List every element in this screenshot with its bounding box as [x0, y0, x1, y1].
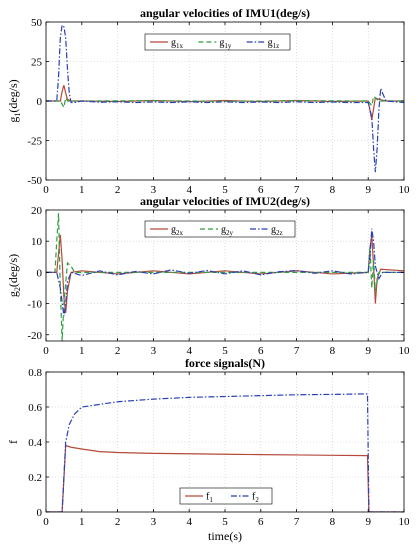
- y-tick-label: 0.8: [28, 367, 42, 379]
- y-tick-label: 0: [37, 267, 43, 279]
- x-tick-label: 7: [294, 345, 300, 357]
- x-axis-label: time(s): [208, 529, 242, 543]
- x-tick-label: 9: [365, 184, 371, 196]
- x-tick-label: 5: [222, 516, 228, 528]
- x-tick-label: 6: [258, 516, 264, 528]
- panel-1: 0 1 2 3 4 5 6 7 8 9 10 -50 -25 0 25 50 angular velocitie…: [6, 6, 410, 196]
- series-line-g1x: [46, 85, 404, 121]
- legend-label-f1: f1: [206, 492, 213, 505]
- legend-box: [179, 487, 273, 505]
- chart-title: angular velocities of IMU2(deg/s): [140, 194, 310, 208]
- legend-label-g1x: g1x: [171, 38, 184, 51]
- x-tick-label: 2: [115, 184, 121, 196]
- y-tick-label: -50: [27, 175, 42, 187]
- legend: g2x g2y g2z: [144, 220, 296, 238]
- x-tick-label: 7: [294, 516, 300, 528]
- x-tick-label: 3: [151, 516, 157, 528]
- x-tick-label: 9: [365, 516, 371, 528]
- series-line-g2z: [46, 228, 404, 317]
- x-tick-label: 1: [79, 516, 85, 528]
- x-tick-label: 2: [115, 516, 121, 528]
- y-tick-label: 0.6: [28, 402, 42, 414]
- series-line-g1y: [46, 95, 404, 110]
- y-tick-label: 10: [31, 236, 43, 248]
- legend-box: [144, 33, 291, 51]
- x-tick-label: 5: [222, 345, 228, 357]
- x-tick-label: 0: [43, 345, 49, 357]
- chart-title: force signals(N): [185, 356, 265, 370]
- y-tick-label: -20: [27, 330, 42, 342]
- series-line-g1z: [46, 23, 404, 173]
- y-axis-label: g2(deg/s): [6, 254, 22, 297]
- panel-3: 0 1 2 3 4 5 6 7 8 9 10 0 0.2 0.4 0.6 0.8 force signals(N…: [6, 356, 410, 528]
- legend-label-f2: f2: [252, 492, 259, 505]
- legend-box: [144, 220, 296, 238]
- x-tick-label: 3: [151, 184, 157, 196]
- y-tick-label: 50: [31, 17, 43, 29]
- x-tick-label: 2: [115, 345, 121, 357]
- y-tick-label: 25: [31, 57, 43, 69]
- series-line-f2: [46, 393, 404, 512]
- legend-label-g2z: g2z: [271, 225, 283, 238]
- x-tick-label: 6: [258, 345, 264, 357]
- x-tick-label: 6: [258, 184, 264, 196]
- series-line-g2y: [46, 213, 404, 341]
- y-tick-label: 0: [37, 507, 43, 519]
- x-tick-label: 3: [151, 345, 157, 357]
- y-axis-label: f: [6, 440, 20, 444]
- y-tick-label: 0.4: [28, 437, 42, 449]
- x-tick-label: 5: [222, 184, 228, 196]
- x-tick-label: 7: [294, 184, 300, 196]
- x-tick-label: 10: [399, 516, 411, 528]
- legend-label-g1y: g1y: [219, 38, 232, 51]
- x-tick-label: 4: [186, 184, 192, 196]
- x-tick-label: 4: [186, 516, 192, 528]
- chart-title: angular velocities of IMU1(deg/s): [140, 6, 310, 20]
- x-tick-label: 1: [79, 345, 85, 357]
- legend: f1 f2: [179, 487, 273, 505]
- x-tick-label: 1: [79, 184, 85, 196]
- y-tick-label: -25: [27, 136, 42, 148]
- y-tick-label: 0: [37, 96, 43, 108]
- x-tick-label: 10: [399, 184, 411, 196]
- x-tick-label: 8: [330, 184, 336, 196]
- x-tick-label: 8: [330, 345, 336, 357]
- x-tick-label: 0: [43, 184, 49, 196]
- x-tick-label: 0: [43, 516, 49, 528]
- x-tick-label: 9: [365, 345, 371, 357]
- legend-label-g2y: g2y: [221, 225, 234, 238]
- y-tick-label: 0.2: [28, 472, 42, 484]
- x-tick-label: 8: [330, 516, 336, 528]
- y-axis-label: g1(deg/s): [6, 79, 22, 122]
- x-tick-label: 10: [399, 345, 411, 357]
- x-tick-label: 4: [186, 345, 192, 357]
- legend: g1x g1y g1z: [144, 33, 291, 51]
- y-tick-label: -10: [27, 299, 42, 311]
- panel-2: 0 1 2 3 4 5 6 7 8 9 10 -20 -10 0 10 20 angular velocitie…: [6, 194, 410, 357]
- y-tick-label: 20: [31, 205, 43, 217]
- legend-label-g2x: g2x: [171, 225, 184, 238]
- legend-label-g1z: g1z: [268, 38, 280, 51]
- series-line-f1: [46, 444, 404, 512]
